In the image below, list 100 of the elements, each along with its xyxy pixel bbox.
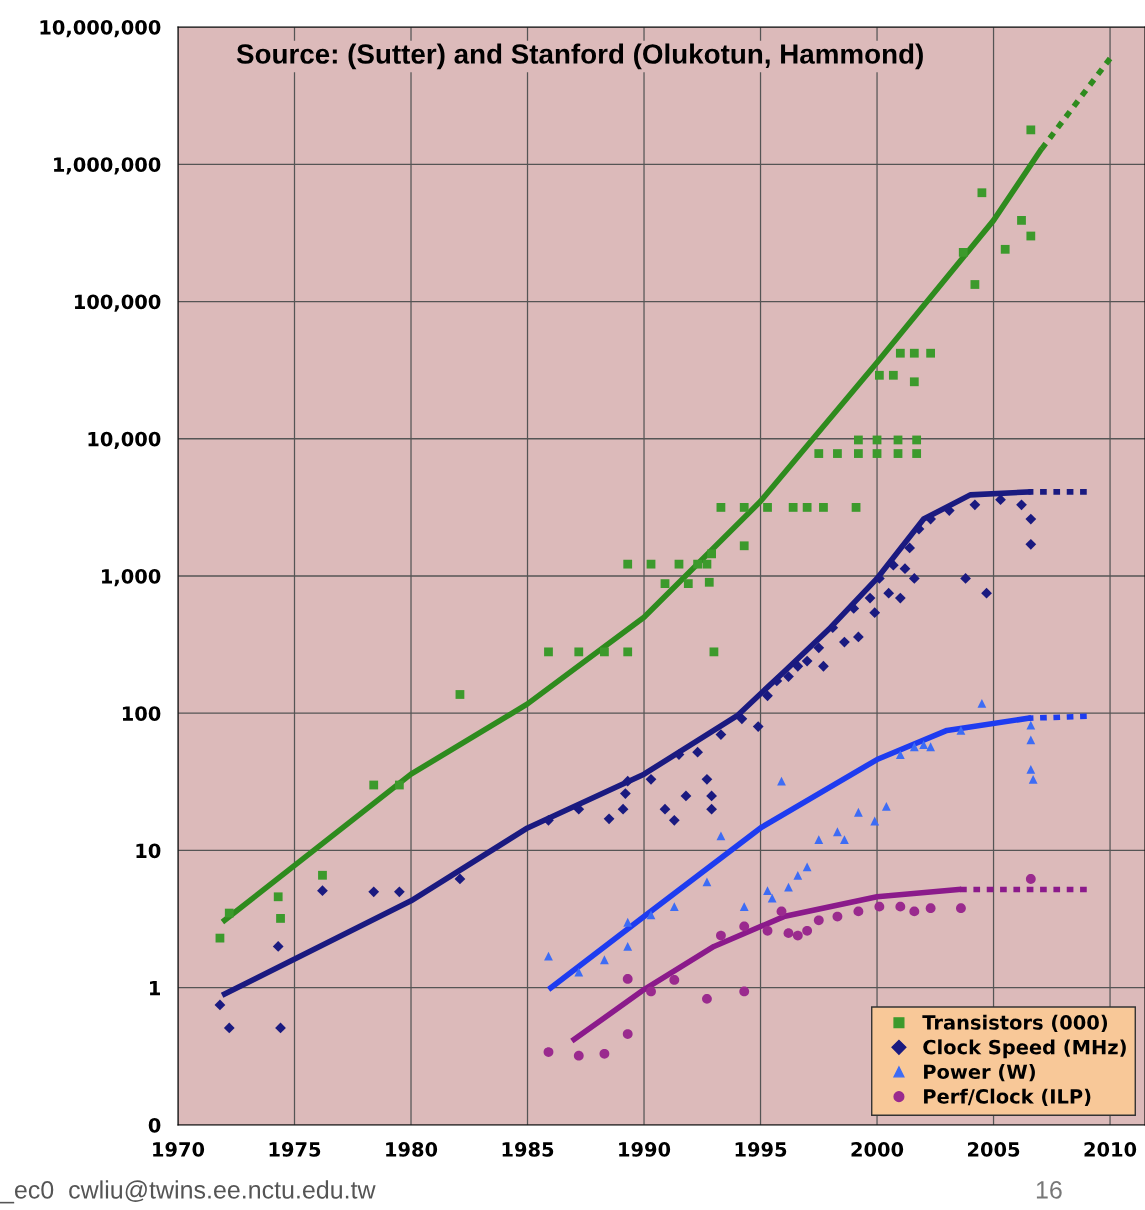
point bbox=[783, 928, 794, 939]
point bbox=[814, 449, 824, 458]
y-tick-label: 1 bbox=[150, 980, 160, 996]
point bbox=[275, 1022, 286, 1034]
point bbox=[623, 559, 633, 569]
point bbox=[716, 503, 726, 512]
point bbox=[272, 941, 284, 952]
point bbox=[919, 740, 929, 750]
point bbox=[854, 435, 863, 445]
point bbox=[895, 750, 905, 759]
point bbox=[763, 886, 772, 896]
point bbox=[659, 803, 671, 815]
point bbox=[617, 803, 629, 815]
point bbox=[739, 986, 750, 997]
point bbox=[716, 930, 726, 941]
point bbox=[801, 655, 813, 667]
x-tick-label: 1985 bbox=[502, 1142, 554, 1157]
point bbox=[1016, 499, 1027, 511]
point bbox=[870, 816, 880, 826]
y-tick-label: 0 bbox=[148, 1117, 161, 1133]
point bbox=[895, 901, 906, 912]
text: 16 bbox=[1036, 1181, 1062, 1199]
y-tick-label: 10 bbox=[136, 843, 161, 859]
point bbox=[814, 835, 824, 845]
point bbox=[1028, 774, 1038, 784]
point bbox=[574, 967, 584, 977]
point bbox=[832, 911, 843, 922]
point bbox=[893, 449, 903, 458]
point bbox=[874, 901, 885, 912]
point bbox=[854, 449, 863, 458]
point bbox=[899, 563, 911, 575]
point bbox=[894, 592, 906, 604]
point bbox=[224, 908, 234, 918]
point bbox=[693, 559, 703, 569]
point bbox=[646, 559, 656, 569]
point bbox=[833, 827, 842, 837]
point bbox=[839, 636, 850, 648]
point bbox=[969, 499, 981, 511]
point bbox=[813, 915, 824, 926]
point bbox=[802, 862, 812, 872]
point bbox=[620, 788, 631, 799]
point bbox=[958, 247, 968, 257]
point bbox=[680, 790, 692, 802]
point bbox=[925, 903, 936, 914]
point bbox=[912, 449, 922, 458]
point bbox=[669, 975, 680, 985]
point bbox=[273, 892, 283, 902]
point bbox=[777, 776, 786, 786]
point bbox=[369, 780, 379, 790]
point bbox=[752, 721, 764, 732]
point bbox=[706, 790, 717, 802]
point bbox=[600, 955, 609, 965]
point bbox=[926, 348, 936, 358]
point bbox=[977, 188, 987, 198]
y-tick-label: 10,000 bbox=[88, 431, 161, 449]
point bbox=[1025, 513, 1037, 525]
point bbox=[802, 503, 812, 512]
point bbox=[716, 831, 726, 841]
point bbox=[317, 885, 328, 897]
point bbox=[393, 886, 405, 898]
point bbox=[813, 642, 825, 654]
point bbox=[833, 449, 842, 458]
point bbox=[895, 348, 905, 358]
point bbox=[669, 902, 679, 912]
point bbox=[394, 780, 404, 790]
point bbox=[736, 713, 748, 725]
point bbox=[739, 503, 749, 512]
point bbox=[762, 690, 773, 702]
x-tick-label: 2005 bbox=[968, 1142, 1020, 1157]
point bbox=[701, 773, 713, 785]
point bbox=[739, 921, 750, 932]
legend-label: Transistors (000) bbox=[922, 1014, 1108, 1033]
point bbox=[783, 671, 794, 682]
legend-label: Power (W) bbox=[924, 1064, 1035, 1082]
point bbox=[739, 541, 749, 551]
point bbox=[853, 631, 864, 643]
x-tick-label: 2000 bbox=[851, 1142, 904, 1157]
y-tick-label: 100 bbox=[122, 706, 161, 721]
point bbox=[683, 579, 693, 589]
point bbox=[739, 902, 749, 912]
point bbox=[788, 503, 798, 512]
point bbox=[853, 906, 864, 917]
point bbox=[1026, 231, 1036, 241]
point bbox=[454, 873, 466, 885]
point bbox=[854, 807, 863, 817]
point bbox=[702, 559, 712, 569]
point bbox=[1026, 125, 1036, 135]
point bbox=[646, 986, 656, 997]
point bbox=[1025, 874, 1036, 884]
point bbox=[709, 647, 719, 657]
legend-label: Perf/Clock (ILP) bbox=[924, 1088, 1091, 1107]
point bbox=[872, 449, 882, 458]
legend-label: Clock Speed (MHz) bbox=[923, 1039, 1126, 1059]
point bbox=[645, 773, 657, 785]
point bbox=[956, 726, 966, 735]
point bbox=[660, 579, 670, 589]
x-tick-label: 1980 bbox=[386, 1142, 438, 1157]
point bbox=[1026, 764, 1036, 774]
annotation: Source: (Sutter) and Stanford (Olukotun, Hammond) bbox=[236, 43, 923, 70]
point bbox=[883, 587, 895, 599]
